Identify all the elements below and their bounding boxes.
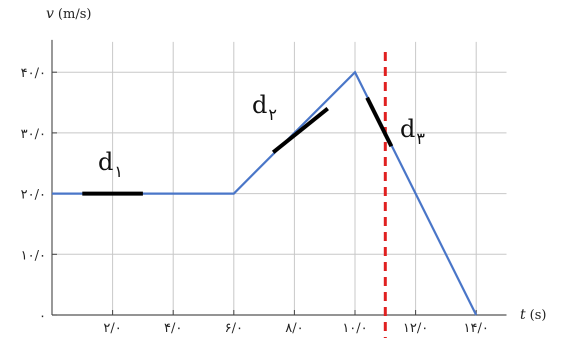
x-tick-label: ۱۰/۰: [342, 321, 367, 336]
grid: [52, 41, 507, 315]
annotation-layer: d۱ d۲ d۳: [82, 91, 425, 196]
segment-label-d1: d۱: [98, 148, 123, 181]
x-tick-label: ۴/۰: [164, 321, 182, 336]
x-axis-label: t (s): [520, 307, 546, 323]
y-tick-label: ۳۰/۰: [21, 127, 46, 142]
axes: [51, 39, 507, 316]
x-tick-label: ۱۲/۰: [403, 321, 428, 336]
segment-label-d2: d۲: [252, 91, 277, 124]
tick-labels: ۲/۰ ۴/۰ ۶/۰ ۸/۰ ۱۰/۰ ۱۲/۰ ۱۴/۰ ۰ ۱۰/۰ ۲۰/۰ ۳۰/۰ ۴۰/…: [21, 66, 489, 336]
segment-marker-d2: [271, 107, 329, 154]
segment-marker-d3: [365, 96, 394, 148]
x-tick-label: ۲/۰: [103, 321, 121, 336]
y-tick-label: ۱۰/۰: [21, 248, 46, 263]
y-tick-label: ۴۰/۰: [21, 66, 46, 81]
y-tick-label: ۲۰/۰: [21, 188, 46, 203]
y-tick-label: ۰: [39, 309, 46, 324]
x-tick-label: ۸/۰: [285, 321, 303, 336]
y-axis-label: v (m/s): [46, 6, 91, 22]
x-tick-label: ۱۴/۰: [464, 321, 489, 336]
segment-label-d3: d۳: [400, 115, 425, 148]
x-tick-label: ۶/۰: [225, 321, 243, 336]
